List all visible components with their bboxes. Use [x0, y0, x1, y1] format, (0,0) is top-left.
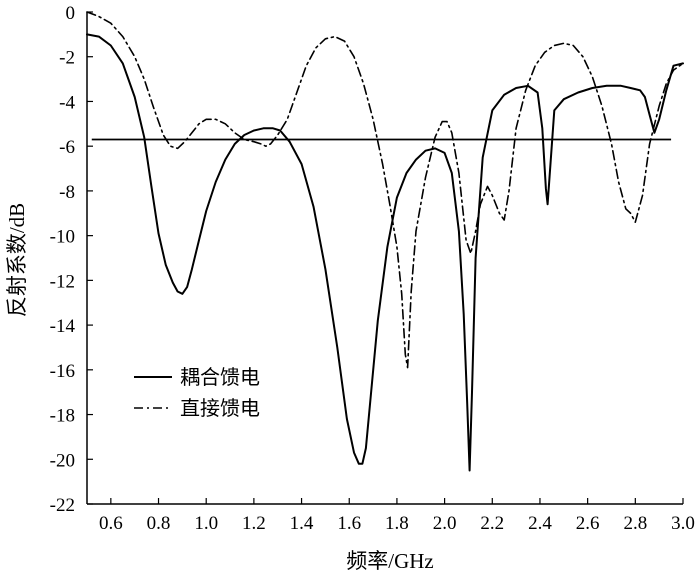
x-tick-label: 2.4 [528, 513, 552, 534]
series-line-direct-feed [86, 11, 684, 369]
y-tick-label: -16 [50, 361, 75, 382]
x-tick-label: 2.0 [433, 513, 457, 534]
x-axis-title: 频率/GHz [346, 549, 434, 573]
x-tick-label: 1.4 [290, 513, 314, 534]
x-tick-label: 2.6 [576, 513, 600, 534]
y-tick-label: -2 [59, 48, 75, 69]
series-line-coupled-feed [86, 33, 684, 472]
x-tick-label: 3.0 [671, 513, 695, 534]
y-tick-label: 0 [66, 3, 76, 24]
x-tick-label: 1.2 [242, 513, 266, 534]
y-tick-label: -14 [50, 316, 76, 337]
y-tick-label: -6 [59, 137, 75, 158]
y-tick-label: -20 [50, 450, 75, 471]
x-tick-label: 1.0 [194, 513, 218, 534]
plot-area [86, 11, 684, 505]
x-axis-ticks: 0.6 0.8 1.0 1.2 1.4 1.6 1.8 2.0 2.2 2.4 2.6 2.8 3.0 [99, 498, 695, 534]
y-tick-label: -12 [50, 271, 75, 292]
legend-label-coupled: 耦合馈电 [180, 366, 260, 389]
y-tick-label: -10 [50, 227, 75, 248]
x-tick-label: 1.6 [337, 513, 361, 534]
y-axis-ticks: 0 -2 -4 -6 -8 -10 -12 -14 -16 -18 -20 -22 [50, 3, 93, 516]
x-tick-label: 0.6 [99, 513, 123, 534]
legend: 耦合馈电 直接馈电 [134, 366, 260, 420]
y-tick-label: -8 [59, 182, 75, 203]
y-tick-label: -18 [50, 406, 75, 427]
x-tick-label: 1.8 [385, 513, 409, 534]
x-tick-label: 2.2 [480, 513, 504, 534]
y-tick-label: -4 [59, 92, 75, 113]
x-tick-label: 0.8 [147, 513, 171, 534]
x-tick-label: 2.8 [623, 513, 647, 534]
y-axis-title: 反射系数/dB [5, 203, 29, 317]
legend-label-direct: 直接馈电 [180, 397, 260, 420]
y-tick-label: -22 [50, 495, 75, 516]
